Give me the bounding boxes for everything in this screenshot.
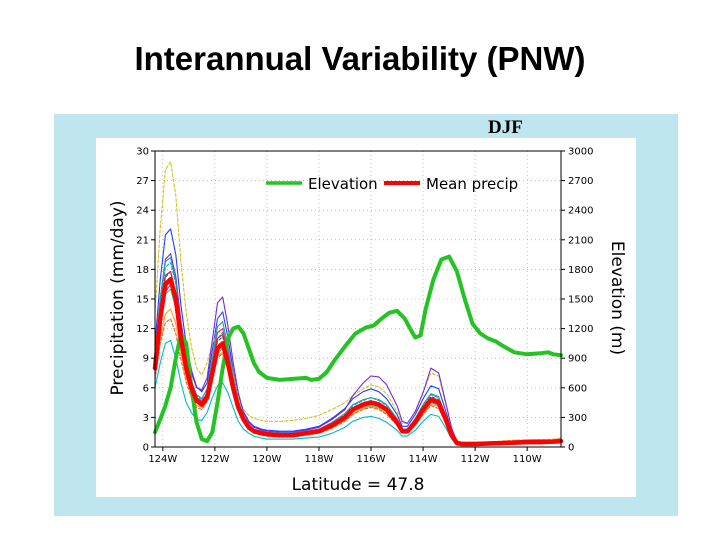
x-tick-label: 124W (148, 454, 177, 465)
y-left-tick-label: 0 (143, 443, 149, 454)
series-line-mean-precip (152, 277, 564, 447)
y-right-tick-label: 3000 (568, 147, 593, 158)
x-tick-label: 112W (461, 454, 490, 465)
y-left-tick-label: 27 (136, 176, 149, 187)
season-label: DJF (488, 117, 523, 138)
legend-mean-precip-label: Mean precip (426, 175, 518, 193)
y-right-tick-label: 0 (568, 443, 574, 454)
y-left-tick-label: 9 (143, 354, 149, 365)
y-axis-left-title: Precipitation (mm/day) (108, 200, 128, 395)
y-right-tick-label: 2100 (568, 235, 593, 246)
y-right-tick-label: 1500 (568, 295, 593, 306)
x-tick-label: 118W (304, 454, 333, 465)
ticks-layer: 124W 122W 120W 118W 116W 114W 112W 110W 0 3 6 9 12 15… (136, 147, 593, 466)
x-tick-label: 116W (357, 454, 386, 465)
x-tick-label: 120W (252, 454, 281, 465)
plot-area-background (96, 138, 636, 497)
y-right-tick-label: 1800 (568, 265, 593, 276)
y-left-tick-label: 24 (136, 206, 149, 217)
legend-elevation-label: Elevation (308, 175, 378, 193)
series-line-elevation (153, 254, 563, 444)
x-tick-label: 122W (200, 454, 229, 465)
y-right-tick-label: 2700 (568, 176, 593, 187)
x-axis-title: Latitude = 47.8 (292, 475, 425, 495)
y-left-tick-label: 3 (143, 413, 149, 424)
x-tick-label: 114W (409, 454, 438, 465)
y-axis-right-title: Elevation (m) (607, 241, 627, 355)
y-left-tick-label: 18 (136, 265, 149, 276)
series-layer (152, 161, 564, 447)
x-tick-label: 110W (513, 454, 542, 465)
y-left-tick-label: 30 (136, 147, 149, 158)
y-left-tick-label: 6 (143, 383, 149, 394)
y-left-tick-label: 15 (136, 295, 149, 306)
legend: Elevation Mean precip (266, 175, 518, 193)
y-right-tick-label: 900 (568, 354, 587, 365)
y-left-tick-label: 12 (136, 324, 149, 335)
y-right-tick-label: 300 (568, 413, 587, 424)
slide-title: Interannual Variability (PNW) (134, 40, 586, 77)
y-right-tick-label: 1200 (568, 324, 593, 335)
y-left-tick-label: 21 (136, 235, 149, 246)
y-right-tick-label: 600 (568, 383, 587, 394)
y-right-tick-label: 2400 (568, 206, 593, 217)
